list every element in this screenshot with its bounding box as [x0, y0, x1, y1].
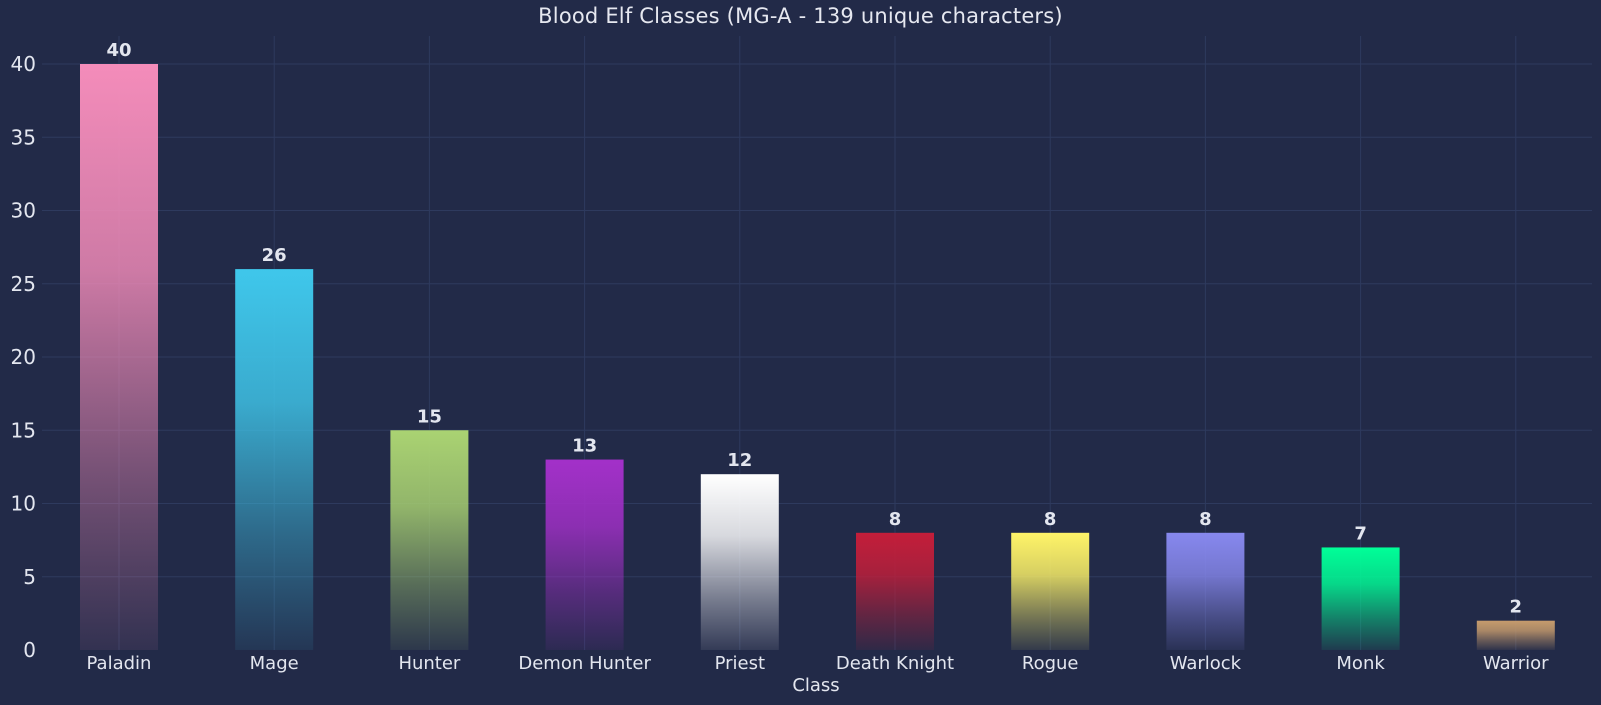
- bar-paladin: [80, 64, 158, 650]
- bar-death-knight: [856, 532, 934, 650]
- data-label: 8: [1044, 509, 1057, 530]
- x-tick-label: Priest: [715, 653, 765, 674]
- y-tick-label: 35: [11, 125, 36, 149]
- data-label: 7: [1354, 523, 1367, 544]
- y-tick-label: 0: [23, 638, 36, 662]
- y-tick-label: 40: [11, 52, 36, 76]
- data-label: 8: [889, 509, 902, 530]
- x-axis-ticks: Paladin Mage Hunter Demon Hunter Priest Death…: [87, 653, 1550, 674]
- x-tick-label: Mage: [250, 653, 299, 674]
- data-label: 15: [417, 406, 442, 427]
- bar-warrior: [1476, 620, 1555, 650]
- bar-monk: [1321, 547, 1400, 650]
- x-axis-label: Class: [792, 675, 839, 696]
- data-label: 12: [727, 450, 752, 471]
- y-tick-label: 5: [23, 565, 36, 589]
- x-tick-label: Monk: [1336, 653, 1385, 674]
- y-tick-label: 15: [11, 418, 36, 442]
- bar-priest: [700, 474, 779, 650]
- x-tick-label: Hunter: [398, 653, 460, 674]
- x-tick-label: Rogue: [1022, 653, 1079, 674]
- y-tick-label: 10: [11, 492, 36, 516]
- bar-hunter: [390, 430, 469, 650]
- x-tick-label: Warrior: [1483, 653, 1549, 674]
- bar-mage: [235, 269, 314, 650]
- data-labels: 40 26 15 13 12 8 8 8 7 2: [106, 40, 1522, 618]
- y-axis-ticks: 0 5 10 15 20 25 30 35 40: [11, 52, 36, 662]
- bar-rogue: [1011, 532, 1090, 650]
- x-tick-label: Death Knight: [836, 653, 954, 674]
- bars: [80, 64, 1555, 650]
- data-label: 13: [572, 436, 597, 457]
- data-label: 8: [1199, 509, 1212, 530]
- y-tick-label: 30: [11, 199, 36, 223]
- y-tick-label: 25: [11, 272, 36, 296]
- data-label: 40: [106, 40, 131, 61]
- data-label: 2: [1510, 597, 1523, 618]
- data-label: 26: [262, 245, 287, 266]
- x-tick-label: Paladin: [87, 653, 152, 674]
- x-tick-label: Demon Hunter: [518, 653, 651, 674]
- bar-warlock: [1166, 532, 1245, 650]
- chart-title: Blood Elf Classes (MG-A - 139 unique cha…: [538, 4, 1063, 28]
- y-tick-label: 20: [11, 345, 36, 369]
- x-tick-label: Warlock: [1170, 653, 1242, 674]
- bar-demon-hunter: [545, 459, 624, 650]
